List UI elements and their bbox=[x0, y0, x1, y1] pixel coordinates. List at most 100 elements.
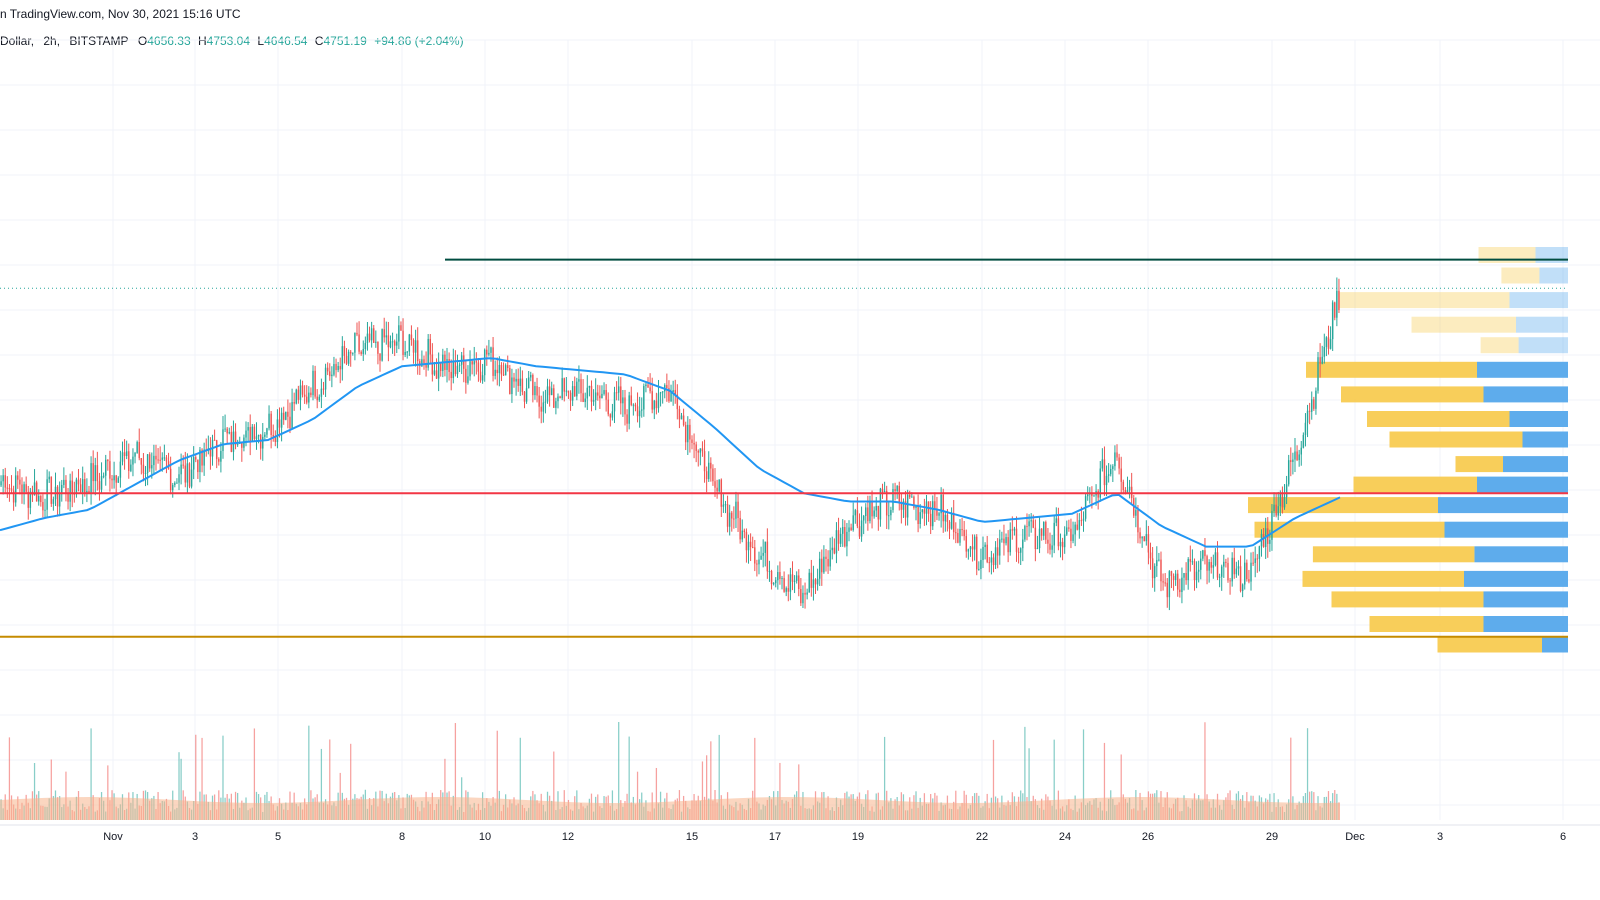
candle-body bbox=[689, 424, 691, 440]
candle-body bbox=[1135, 510, 1137, 516]
candle-body bbox=[1283, 497, 1286, 508]
candle-body bbox=[123, 452, 126, 456]
candle-body bbox=[1256, 558, 1259, 560]
candle-body bbox=[1227, 562, 1229, 581]
horizontal-levels bbox=[0, 258, 1568, 638]
candle-body bbox=[1101, 459, 1104, 469]
candle-body bbox=[197, 459, 199, 473]
candle-body bbox=[1168, 571, 1171, 598]
vp-down-bar bbox=[1509, 292, 1568, 309]
candle-body bbox=[228, 431, 230, 434]
volume-bar bbox=[222, 735, 224, 820]
candle-body bbox=[827, 558, 829, 567]
candle-body bbox=[1315, 390, 1317, 409]
vp-down-bar bbox=[1483, 591, 1568, 608]
candle-body bbox=[1262, 533, 1265, 547]
candle-body bbox=[936, 509, 938, 516]
candle-body bbox=[1091, 492, 1093, 497]
x-tick-label: 5 bbox=[275, 831, 281, 843]
candle-body bbox=[684, 424, 687, 443]
candle-body bbox=[569, 392, 572, 401]
candle-body bbox=[132, 456, 134, 465]
candle-body bbox=[511, 377, 513, 395]
candle-body bbox=[848, 527, 850, 532]
volume-bar bbox=[655, 767, 658, 820]
candle-body bbox=[1231, 557, 1233, 582]
x-tick-label: 8 bbox=[399, 831, 405, 843]
volume-bar bbox=[1290, 737, 1292, 820]
candle-body bbox=[1304, 422, 1307, 435]
candle-body bbox=[636, 406, 639, 417]
candle-body bbox=[1116, 452, 1118, 458]
volume-bar bbox=[253, 728, 256, 820]
candle-body bbox=[1043, 522, 1045, 536]
candle-body bbox=[61, 484, 63, 495]
grid bbox=[0, 39, 1600, 826]
candle-body bbox=[726, 504, 729, 527]
candle-body bbox=[6, 487, 9, 489]
candle-body bbox=[1019, 548, 1022, 553]
candle-body bbox=[109, 461, 111, 479]
candle-body bbox=[783, 578, 785, 592]
vp-up-bar bbox=[1411, 316, 1516, 333]
candle-body bbox=[601, 393, 603, 399]
candle-body bbox=[12, 490, 15, 503]
candle-body bbox=[94, 465, 96, 482]
candle-body bbox=[467, 376, 469, 383]
vp-up-bar bbox=[1248, 497, 1438, 514]
candle-body bbox=[871, 501, 873, 517]
candle-body bbox=[607, 399, 609, 415]
candle-body bbox=[153, 455, 155, 466]
volume-bar bbox=[496, 730, 498, 820]
candle-body bbox=[134, 452, 136, 457]
candle-body bbox=[605, 390, 607, 400]
vp-down-bar bbox=[1438, 497, 1568, 514]
close-key: C bbox=[314, 34, 324, 48]
candle-body bbox=[1244, 562, 1246, 585]
vp-down-bar bbox=[1509, 411, 1568, 427]
candle-body bbox=[29, 491, 32, 508]
candles bbox=[0, 277, 1340, 611]
x-tick-label: 17 bbox=[769, 831, 781, 843]
volume-bar bbox=[992, 739, 995, 820]
candle-body bbox=[86, 490, 88, 494]
candle-body bbox=[990, 557, 993, 563]
candle-body bbox=[1338, 290, 1340, 311]
candle-body bbox=[1066, 527, 1068, 535]
exchange-label: BITSTAMP bbox=[69, 34, 129, 48]
candle-body bbox=[398, 325, 400, 342]
candle-body bbox=[1112, 466, 1114, 469]
candle-body bbox=[1059, 541, 1062, 547]
candle-body bbox=[712, 468, 714, 482]
candle-body bbox=[1017, 551, 1020, 553]
candle-body bbox=[862, 516, 865, 521]
candle-body bbox=[764, 541, 766, 553]
volume-bar bbox=[350, 743, 352, 820]
volume-bar bbox=[628, 736, 630, 820]
candle-body bbox=[821, 558, 823, 573]
candle-body bbox=[373, 328, 375, 343]
candle-body bbox=[463, 355, 465, 369]
volume-bar bbox=[754, 737, 756, 820]
candle-body bbox=[1093, 495, 1095, 497]
candle-body bbox=[530, 375, 532, 378]
high-value: 4753.04 bbox=[206, 34, 251, 48]
candle-body bbox=[695, 444, 697, 451]
candle-body bbox=[651, 391, 653, 410]
candle-body bbox=[1070, 528, 1072, 541]
candle-body bbox=[90, 463, 92, 493]
candle-body bbox=[1040, 528, 1043, 536]
volume-bar bbox=[798, 764, 800, 820]
volume-bar bbox=[178, 752, 180, 820]
candle-body bbox=[345, 355, 348, 364]
attribution-text: n TradingView.com, Nov 30, 2021 15:16 UT… bbox=[0, 7, 241, 21]
candle-body bbox=[0, 481, 2, 486]
candle-body bbox=[1082, 518, 1085, 521]
candle-body bbox=[687, 424, 689, 443]
candle-body bbox=[341, 346, 344, 370]
candle-body bbox=[502, 374, 505, 376]
candle-body bbox=[142, 464, 145, 474]
candle-body bbox=[375, 341, 377, 343]
candle-body bbox=[448, 358, 450, 372]
